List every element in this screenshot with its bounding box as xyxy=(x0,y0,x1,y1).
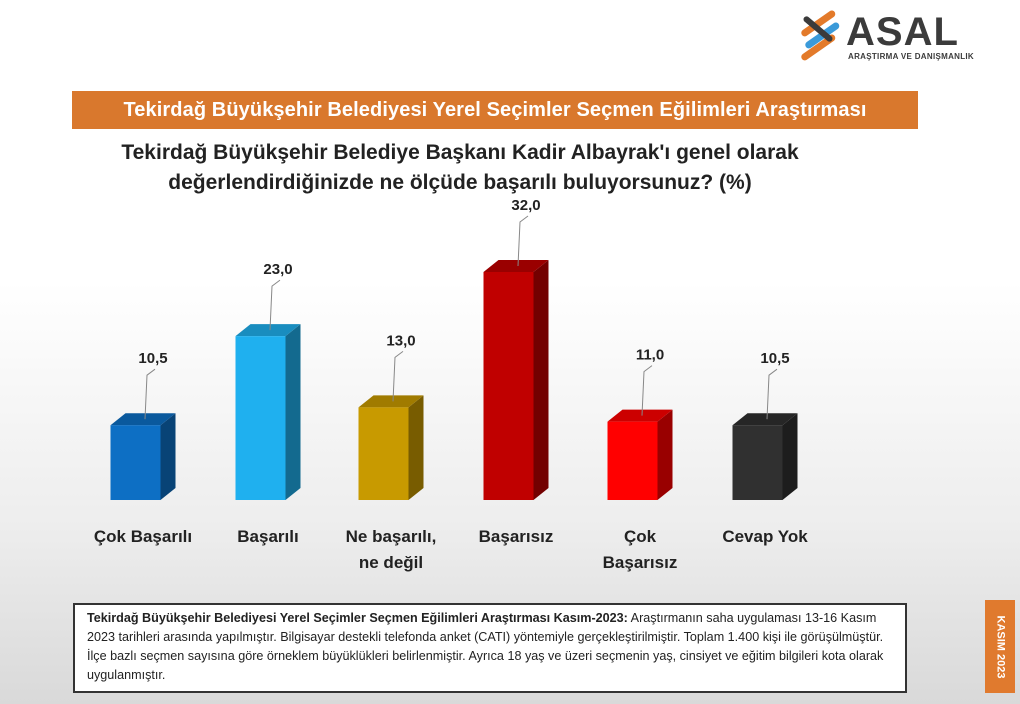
leader-line-0 xyxy=(144,368,156,420)
bar-4 xyxy=(607,421,658,500)
note-heading: Tekirdağ Büyükşehir Belediyesi Yerel Seç… xyxy=(87,611,628,625)
logo-subtitle: ARAŞTIRMA VE DANIŞMANLIK xyxy=(848,52,975,61)
category-label-line: Başarılı xyxy=(237,527,299,546)
category-label-5: Cevap Yok xyxy=(695,524,835,550)
bar-side-1 xyxy=(285,324,301,500)
category-label-4: Çok Başarısız xyxy=(570,524,710,576)
value-label-1: 23,0 xyxy=(263,261,292,278)
question-line-2: değerlendirdiğinizde ne ölçüde başarılı … xyxy=(168,171,752,194)
category-label-line: Cevap Yok xyxy=(722,527,808,546)
value-label-3: 32,0 xyxy=(511,197,540,214)
category-label-line: Çok Başarılı xyxy=(93,527,193,546)
leader-line-4 xyxy=(641,365,653,416)
leader-line-5 xyxy=(766,368,778,420)
category-label-1: Başarılı xyxy=(198,524,338,550)
bar-top-4 xyxy=(607,409,673,422)
bar-side-0 xyxy=(160,413,176,500)
survey-banner: Tekirdağ Büyükşehir Belediyesi Yerel Seç… xyxy=(72,91,918,129)
bar-5 xyxy=(732,425,783,500)
category-label-0: Çok Başarılı xyxy=(73,524,213,550)
leader-line-3 xyxy=(517,215,529,267)
bar-chart: 10,5 23,0 13,0 32,0 11,0 10,5 xyxy=(110,197,798,500)
bar-side-2 xyxy=(408,395,424,500)
date-badge: KASIM 2023 xyxy=(985,600,1015,693)
bar-2 xyxy=(358,407,409,500)
category-label-3: Başarısız xyxy=(446,524,586,550)
category-label-line: Çok xyxy=(623,527,657,546)
chart-question: Tekirdağ Büyükşehir Belediye Başkanı Kad… xyxy=(60,138,860,198)
bar-top-0 xyxy=(110,413,176,426)
bar-0 xyxy=(110,425,161,500)
value-label-5: 10,5 xyxy=(760,350,789,367)
asal-logo: ASAL ARAŞTIRMA VE DANIŞMANLIK xyxy=(792,8,982,64)
category-label-line: Başarısız xyxy=(478,527,554,546)
bar-side-5 xyxy=(782,413,798,500)
date-badge-label: KASIM 2023 xyxy=(994,615,1007,678)
methodology-note: Tekirdağ Büyükşehir Belediyesi Yerel Seç… xyxy=(73,603,907,693)
bar-side-4 xyxy=(657,409,673,500)
bar-3 xyxy=(483,272,534,500)
question-line-1: Tekirdağ Büyükşehir Belediye Başkanı Kad… xyxy=(121,141,799,164)
value-label-4: 11,0 xyxy=(636,347,664,364)
bar-side-3 xyxy=(533,260,549,500)
category-label-2: Ne başarılı, ne değil xyxy=(321,524,461,576)
leader-line-2 xyxy=(392,350,404,402)
category-label-line: Başarısız xyxy=(602,553,678,572)
bar-top-5 xyxy=(732,413,798,426)
bar-top-1 xyxy=(235,324,301,337)
bar-top-3 xyxy=(483,260,549,272)
value-label-0: 10,5 xyxy=(138,350,167,367)
bar-1 xyxy=(235,336,286,500)
asal-logo-icon xyxy=(801,10,840,61)
note-text: Araştırmanın saha uygulaması 13-16 Kasım… xyxy=(87,611,884,682)
value-label-2: 13,0 xyxy=(386,332,415,349)
bar-top-2 xyxy=(358,395,424,408)
category-label-line: Ne başarılı, xyxy=(345,527,437,546)
category-label-line: ne değil xyxy=(358,553,424,572)
leader-line-1 xyxy=(269,279,281,331)
logo-name: ASAL xyxy=(846,10,959,54)
